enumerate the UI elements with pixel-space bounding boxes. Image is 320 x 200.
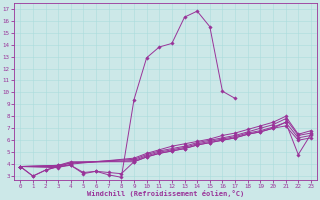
- X-axis label: Windchill (Refroidissement éolien,°C): Windchill (Refroidissement éolien,°C): [87, 190, 244, 197]
